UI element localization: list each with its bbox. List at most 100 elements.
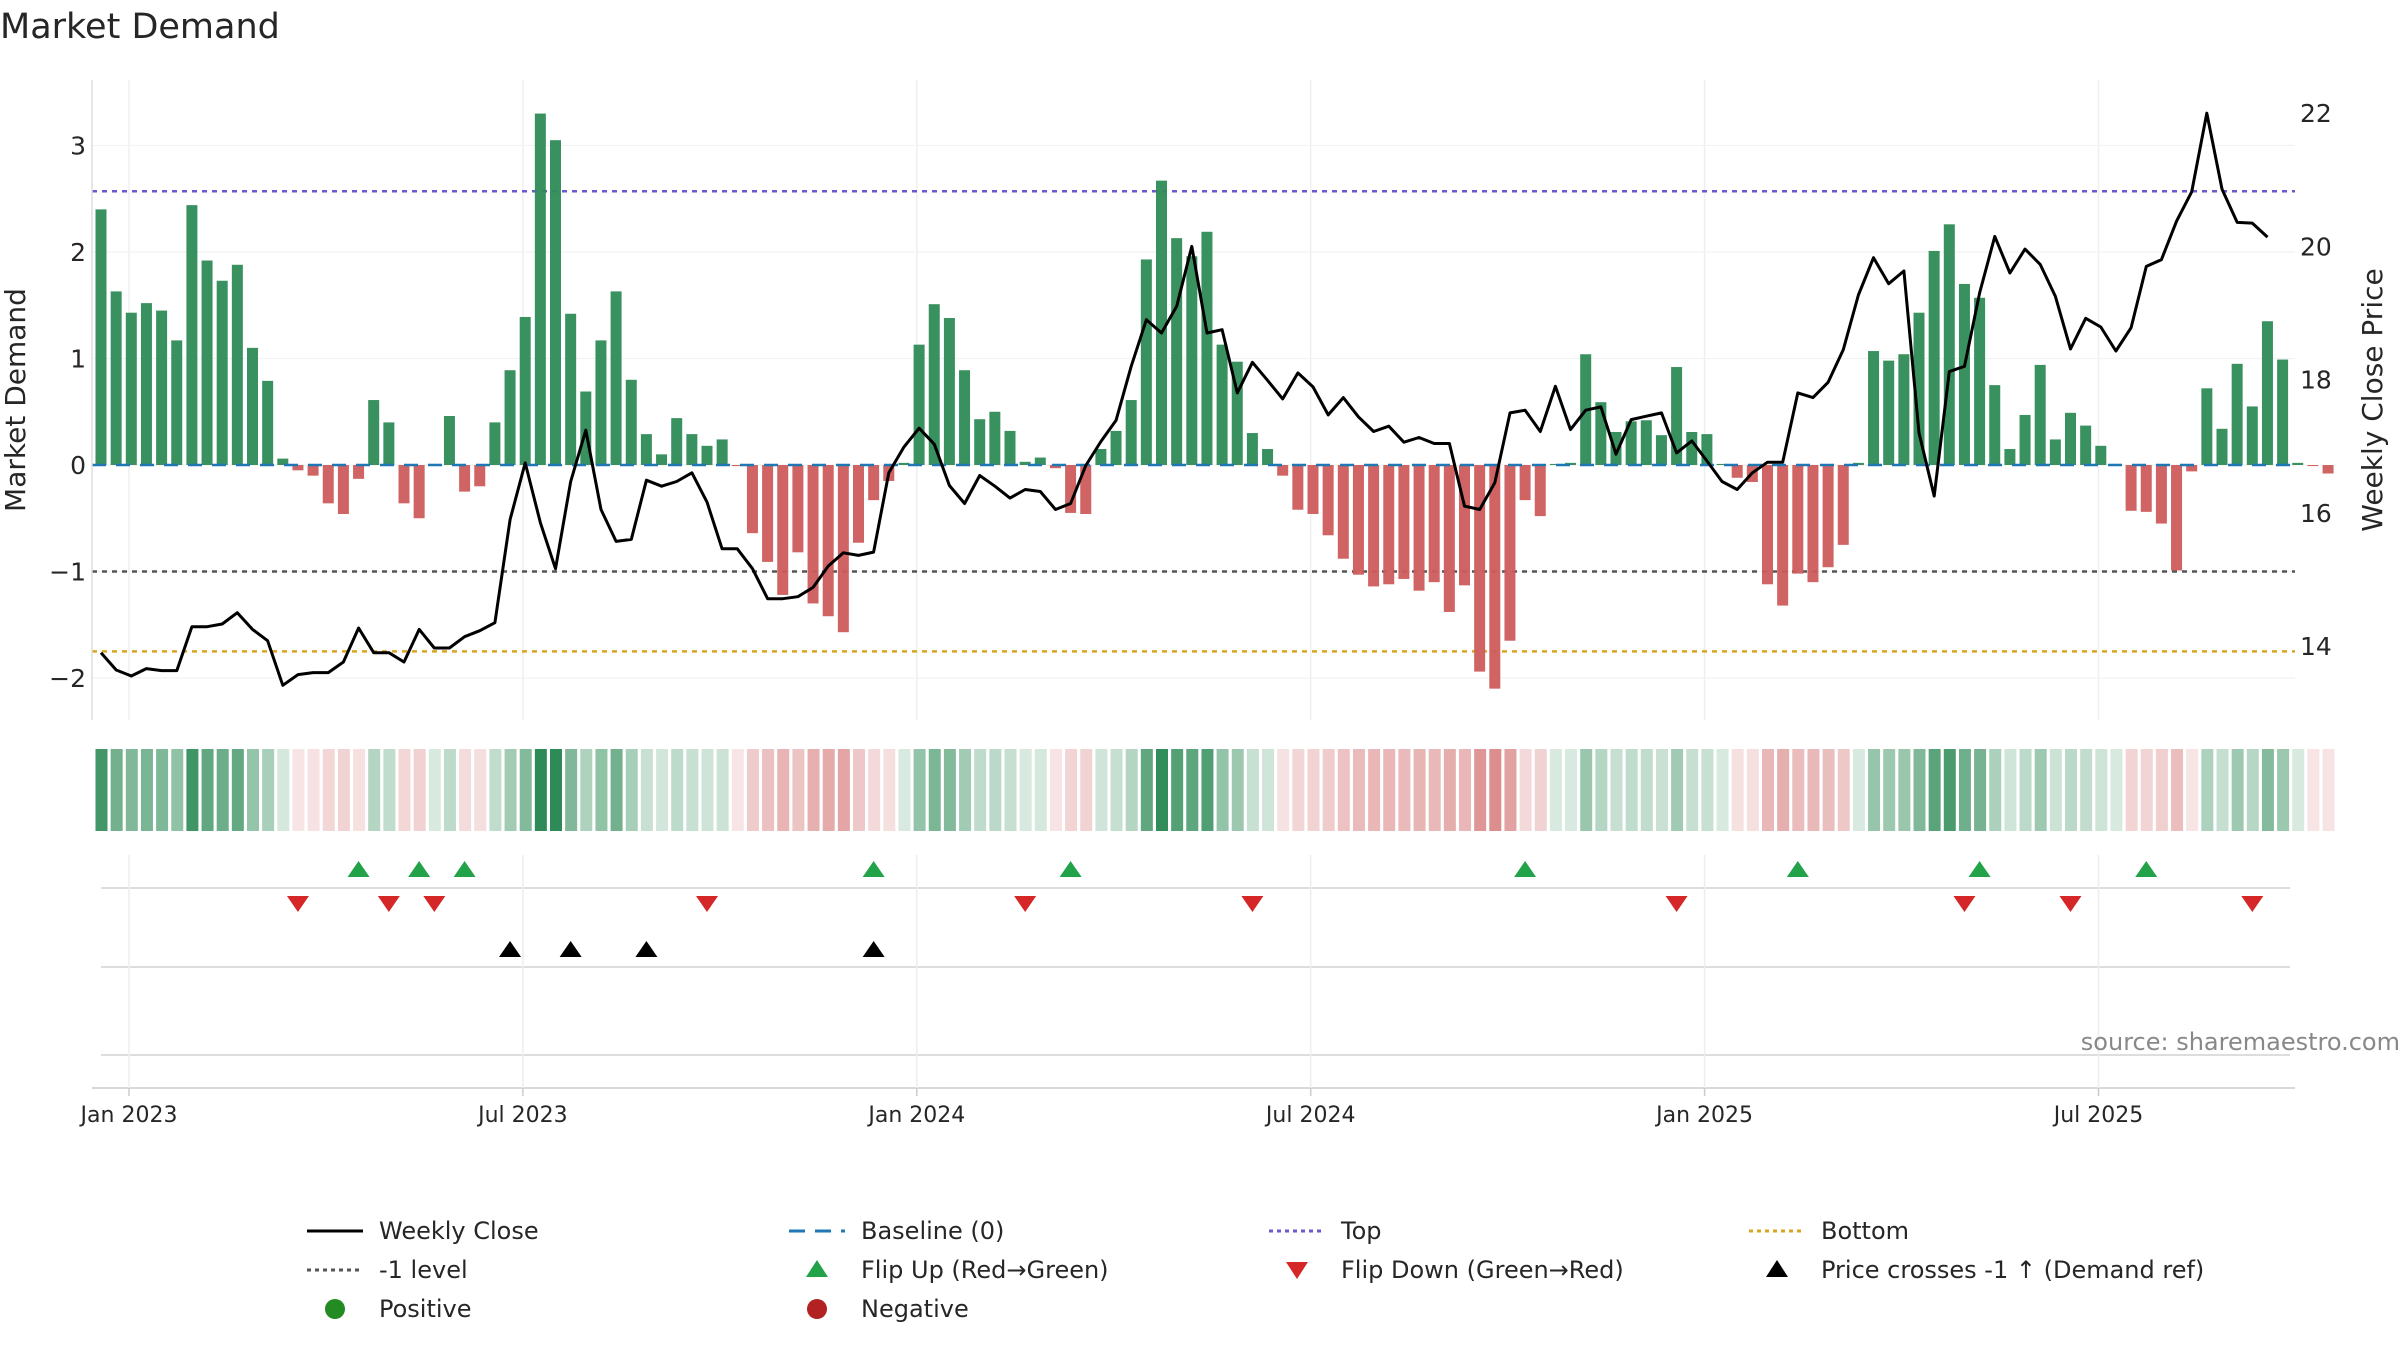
demand-bar	[2186, 465, 2198, 472]
demand-bar	[595, 340, 607, 465]
demand-bar	[777, 465, 789, 595]
heat-cell	[1777, 749, 1790, 831]
y-tick-label: 0	[70, 451, 86, 480]
demand-bar	[1110, 430, 1122, 465]
demand-bar	[201, 260, 213, 465]
heat-cell	[883, 749, 896, 831]
flip-up-marker	[347, 861, 370, 877]
heat-cell	[731, 749, 744, 831]
flip-down-marker	[1953, 896, 1976, 912]
heat-cell	[2080, 749, 2093, 831]
price-line-layer	[99, 111, 2269, 687]
bottom-swatch-icon	[1749, 1229, 1805, 1233]
demand-bar	[1868, 351, 1880, 465]
heat-cell	[519, 749, 532, 831]
demand-bar	[1246, 433, 1258, 465]
demand-bar	[565, 313, 577, 465]
heat-cell	[2004, 749, 2017, 831]
y-tick-label: 1	[70, 345, 86, 374]
demand-bar	[489, 422, 501, 465]
demand-bar	[1034, 457, 1046, 465]
demand-bar	[580, 391, 592, 465]
demand-bar	[1019, 461, 1031, 465]
demand-bar	[792, 465, 804, 553]
x-tick-label: Jan 2024	[866, 1103, 965, 1128]
heat-cell	[1565, 749, 1578, 831]
heat-cell	[1837, 749, 1850, 831]
demand-bar	[1428, 465, 1440, 583]
flip-down-marker	[696, 896, 718, 912]
demand-bar	[731, 465, 743, 467]
demand-bar	[171, 340, 183, 465]
heat-cell	[1277, 749, 1290, 831]
heat-cell	[762, 749, 775, 831]
heat-cell	[1989, 749, 2002, 831]
flip-up-marker	[408, 861, 431, 877]
heat-cell	[1807, 749, 1820, 831]
top-swatch-icon	[1269, 1229, 1325, 1233]
demand-bar	[716, 439, 728, 465]
demand-bar	[2231, 363, 2243, 465]
heat-cell	[656, 749, 669, 831]
heat-cell	[1443, 749, 1456, 831]
demand-bar	[459, 465, 471, 492]
legend-minus1: -1 level	[305, 1255, 787, 1284]
heat-cell	[853, 749, 865, 831]
legend-flip-down: Flip Down (Green→Red)	[1267, 1255, 1747, 1284]
heat-cell	[1489, 749, 1502, 831]
heat-cell	[140, 749, 153, 831]
heat-cell	[1474, 749, 1487, 831]
demand-bar	[943, 318, 955, 465]
demand-bar	[1337, 465, 1349, 559]
demand-bar	[762, 465, 774, 562]
demand-bar	[1777, 465, 1789, 606]
demand-bar	[2019, 414, 2031, 465]
price-cross-marker	[862, 941, 885, 957]
demand-bar	[1595, 402, 1607, 465]
heat-cell	[1792, 749, 1805, 831]
x-tick-label: Jan 2023	[79, 1103, 178, 1128]
heat-cell	[550, 749, 562, 831]
heat-cell	[353, 749, 366, 831]
demand-bar	[534, 113, 546, 466]
demand-bar	[1231, 361, 1243, 465]
heat-cell	[898, 749, 911, 831]
demand-bar	[2095, 445, 2107, 465]
heat-cell	[1671, 749, 1684, 831]
heat-cell	[1928, 749, 1941, 831]
y2-tick-label: 20	[2300, 232, 2332, 261]
y-tick-label: −1	[49, 558, 86, 587]
y-axis-label: Market Demand	[0, 288, 32, 512]
heat-cell	[1262, 749, 1275, 831]
heat-cell	[1110, 749, 1123, 831]
demand-bar	[307, 465, 319, 476]
demand-bar	[504, 370, 516, 465]
demand-bar	[1398, 465, 1410, 579]
source-credit: source: sharemaestro.com	[2081, 1028, 2400, 1056]
legend-weekly-close: Weekly Close	[305, 1216, 787, 1245]
heat-cell	[625, 749, 638, 831]
demand-bar	[413, 465, 425, 519]
heat-cell	[913, 749, 926, 831]
demand-bar	[1852, 462, 1864, 465]
signal-lanes	[101, 887, 2290, 1056]
heat-cell	[1337, 749, 1350, 831]
heat-cell	[1246, 749, 1259, 831]
heat-cell	[1519, 749, 1532, 831]
legend-label: -1 level	[379, 1255, 468, 1284]
demand-bar	[1277, 465, 1289, 476]
price-cross-marker	[499, 941, 522, 957]
demand-bar	[398, 465, 410, 504]
heat-cell	[2261, 749, 2274, 831]
axes-layer	[91, 80, 2295, 1089]
flip-up-marker	[1514, 861, 1537, 877]
x-tick-label: Jul 2024	[1264, 1103, 1356, 1128]
demand-bar	[1171, 238, 1183, 465]
demand-bar	[1928, 250, 1940, 465]
heat-cell	[2201, 749, 2214, 831]
x-ticks: Jan 2023 Jul 2023 Jan 2024 Jul 2024 Jan 2025…	[79, 1088, 2143, 1128]
legend-label: Top	[1341, 1216, 1382, 1245]
demand-bar	[1989, 385, 2001, 465]
demand-bar	[2049, 439, 2061, 465]
demand-bar	[2080, 425, 2092, 465]
